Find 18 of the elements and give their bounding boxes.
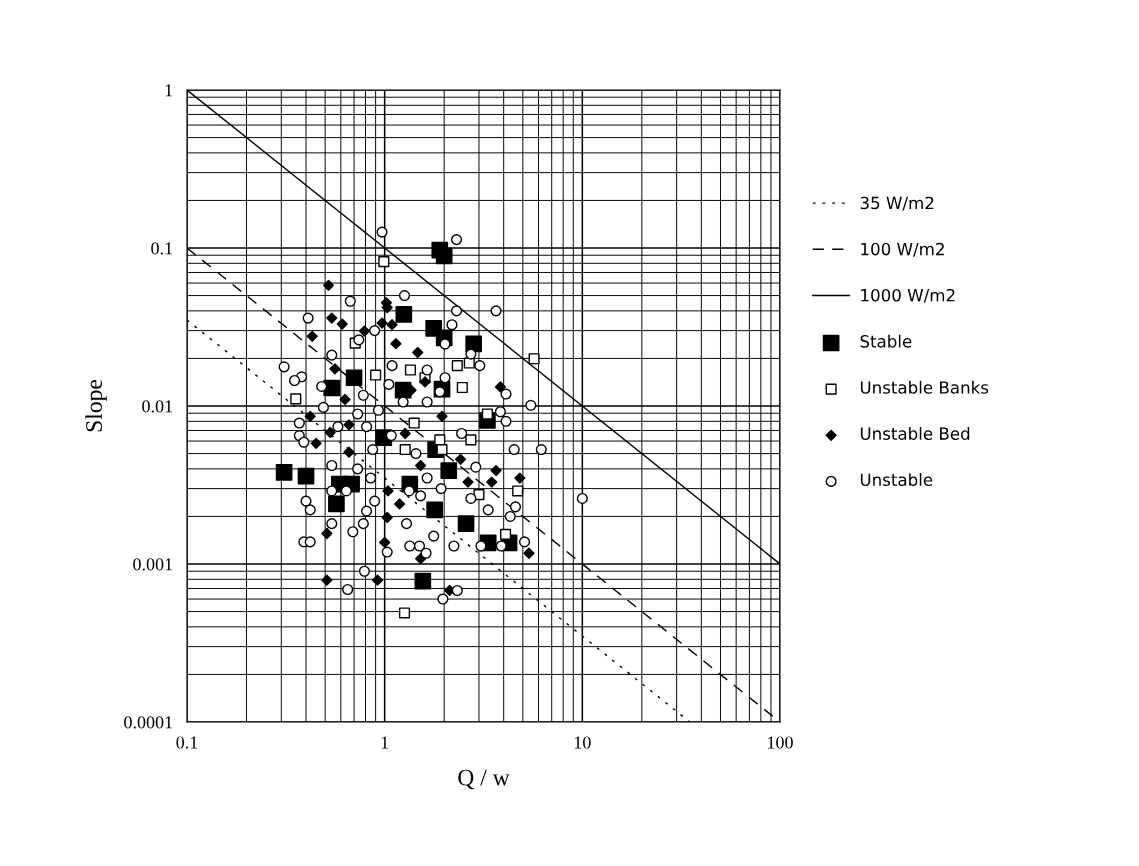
y-tick-label: 0.01 bbox=[142, 400, 173, 413]
x-axis-title: Q / w bbox=[458, 769, 510, 790]
legend-label: 100 W/m2 bbox=[861, 242, 944, 257]
legend-label: 1000 W/m2 bbox=[861, 288, 955, 303]
x-tick-label: 1 bbox=[381, 736, 389, 749]
x-tick-label: 0.1 bbox=[176, 736, 198, 749]
x-tick-label: 100 bbox=[768, 736, 793, 749]
y-tick-label: 0.1 bbox=[151, 242, 173, 255]
y-tick-label: 0.001 bbox=[133, 558, 173, 571]
y-axis-title: Slope bbox=[85, 379, 107, 432]
legend-label: Unstable Banks bbox=[860, 380, 989, 394]
y-tick-label: 1 bbox=[165, 84, 173, 97]
legend-label: Stable bbox=[860, 334, 912, 348]
legend-label: Unstable Bed bbox=[860, 427, 970, 440]
x-tick-label: 10 bbox=[574, 736, 591, 749]
y-tick-label: 0.0001 bbox=[124, 716, 173, 729]
legend-label: 35 W/m2 bbox=[860, 196, 934, 211]
legend-label: Unstable bbox=[860, 473, 933, 487]
